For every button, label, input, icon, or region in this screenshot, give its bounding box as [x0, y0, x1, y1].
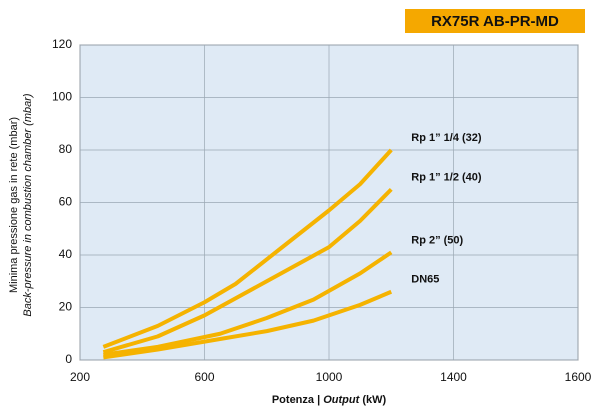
x-tick-label: 1600	[565, 370, 592, 384]
series-label: DN65	[411, 274, 439, 286]
series-label: Rp 1” 1/2 (40)	[411, 171, 482, 183]
x-tick-label: 1400	[440, 370, 467, 384]
y-axis-label: Back-pressure in combustion chamber (mba…	[22, 93, 34, 316]
y-tick-label: 120	[52, 37, 72, 51]
title-box	[405, 9, 585, 33]
y-tick-label: 100	[52, 90, 72, 104]
x-tick-label: 200	[70, 370, 90, 384]
x-label-part: Potenza |	[272, 394, 323, 406]
x-label-part: (kW)	[359, 394, 386, 406]
x-axis-label: Potenza | Output (kW)	[272, 394, 387, 406]
y-tick-label: 60	[59, 195, 73, 209]
series-line	[103, 250, 393, 357]
y-axis-label: Minima pressione gas in rete (mbar)	[8, 117, 20, 293]
y-tick-label: 80	[59, 142, 73, 156]
chart-title: RX75R AB-PR-MD	[431, 13, 559, 30]
series-line	[102, 148, 393, 349]
series-line	[103, 289, 393, 360]
series-label: Rp 1” 1/4 (32)	[411, 132, 482, 144]
x-tick-label: 600	[194, 370, 214, 384]
y-tick-label: 20	[59, 300, 73, 314]
series-line	[102, 187, 393, 355]
y-tick-label: 0	[65, 352, 72, 366]
series-label: Rp 2” (50)	[411, 234, 463, 246]
x-label-part: Output	[323, 394, 360, 406]
x-tick-label: 1000	[316, 370, 343, 384]
y-tick-label: 40	[59, 247, 73, 261]
